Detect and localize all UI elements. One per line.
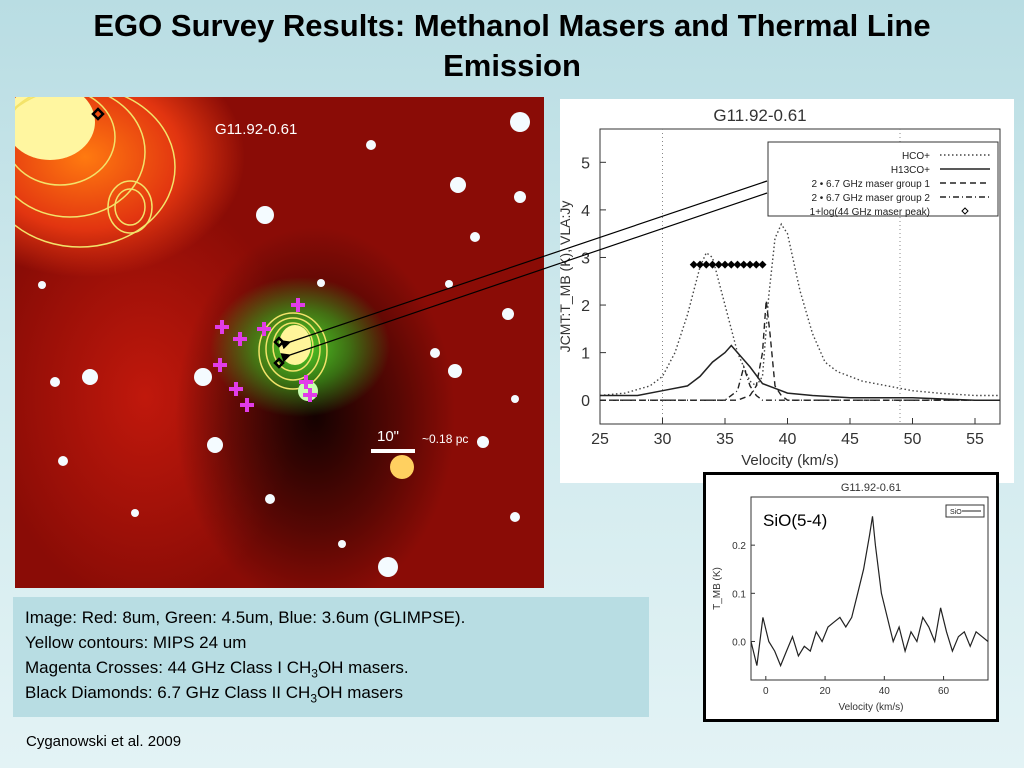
inset-x-tick-label: 40: [879, 686, 891, 697]
x-tick-label: 50: [904, 431, 922, 448]
star-field: [38, 112, 530, 577]
y-tick-label: 2: [581, 298, 590, 315]
maser-peak-diamond: [696, 260, 704, 269]
maser-peak-diamond: [702, 260, 711, 269]
spectrum-plot: G11.92-0.61 25 30 35 40 45 50 55 0 1 2 3 4 5 Velocity …: [560, 99, 1014, 483]
maser-peak-diamond: [739, 260, 748, 269]
x-tick-label: 55: [966, 431, 984, 448]
mips-contours-topleft: [15, 97, 176, 248]
caption-line4-pre: Black Diamonds: 6.7 GHz Class II CH: [25, 683, 311, 702]
maser-peak-diamond: [752, 260, 761, 269]
sio-annotation: SiO(5-4): [763, 511, 828, 530]
legend-label: HCO+: [902, 151, 930, 162]
legend-box: [767, 141, 999, 217]
caption-line4-sub: 3: [310, 691, 317, 706]
sio-inset-plot: G11.92-0.61 0 20 40 60 0.0 0.1 0.2 Velocity (km/…: [703, 472, 999, 722]
legend-label: H13CO+: [891, 165, 930, 176]
series-line-3: [600, 364, 1000, 401]
inset-y-tick-label: 0.0: [732, 637, 746, 648]
maser-44ghz-crosses: [213, 298, 317, 412]
caption-line4-post: OH masers: [317, 683, 403, 702]
y-tick-label: 5: [581, 155, 590, 172]
inset-y-tick-label: 0.1: [732, 589, 746, 600]
inset-x-tick-label: 60: [938, 686, 950, 697]
maser-peak-diamond: [727, 260, 736, 269]
legend-label: 2 • 6.7 GHz maser group 1: [811, 179, 930, 190]
caption-box: Image: Red: 8um, Green: 4.5um, Blue: 3.6…: [13, 597, 649, 717]
inset-frame: [750, 496, 989, 681]
legend-label: 2 • 6.7 GHz maser group 2: [811, 193, 930, 204]
scale-bar: [371, 449, 415, 453]
sio-chart: G11.92-0.61 0 20 40 60 0.0 0.1 0.2 Velocity (km/…: [712, 482, 989, 713]
caption-line3: Magenta Crosses: 44 GHz Class I CH3OH ma…: [25, 655, 637, 680]
x-axis-label: Velocity (km/s): [741, 452, 839, 469]
y-axis-label: JCMT:T_MB (K), VLA:Jy: [560, 201, 573, 353]
bright-source-blob: [15, 97, 95, 160]
maser-peak-diamond: [689, 260, 698, 269]
series-line-0: [599, 222, 1000, 397]
y-tick-label: 0: [581, 393, 590, 410]
inset-legend-label: SiO: [950, 509, 962, 516]
legend-diamond: [961, 207, 969, 215]
inset-x-tick-label: 0: [763, 686, 769, 697]
inset-y-axis-label: T_MB (K): [712, 567, 723, 610]
chart-title: G11.92-0.61: [713, 106, 806, 125]
maser-peak-diamond: [733, 260, 742, 269]
inset-title: G11.92-0.61: [841, 482, 901, 494]
y-tick-label: 4: [581, 203, 590, 220]
caption-line3-post: OH masers.: [317, 658, 409, 677]
inset-x-tick-label: 20: [820, 686, 832, 697]
slide-title-line1: EGO Survey Results: Methanol Masers and …: [93, 8, 931, 43]
slide-title-line2: Emission: [443, 48, 581, 83]
scale-angular-label: 10": [377, 428, 400, 445]
x-tick-label: 35: [716, 431, 734, 448]
inset-x-axis-label: Velocity (km/s): [838, 702, 903, 713]
scale-physical-label: ~0.18 pc: [422, 432, 469, 446]
legend-label: 1+log(44 GHz maser peak): [810, 207, 930, 218]
x-tick-label: 45: [841, 431, 859, 448]
source-label: G11.92-0.61: [215, 121, 298, 138]
maser-peak-diamond: [714, 260, 723, 269]
slide-title: EGO Survey Results: Methanol Masers and …: [20, 6, 1004, 86]
sky-overlay: [15, 97, 530, 577]
inset-y-tick-label: 0.2: [732, 541, 746, 552]
caption-line2: Yellow contours: MIPS 24 um: [25, 633, 247, 652]
citation: Cyganowski et al. 2009: [26, 733, 182, 750]
maser-peak-diamond: [746, 260, 754, 269]
glimpse-image: G11.92-0.61 10" ~0.18 pc: [15, 97, 544, 588]
caption-line4: Black Diamonds: 6.7 GHz Class II CH3OH m…: [25, 680, 637, 705]
maser-peak-diamond: [721, 260, 729, 269]
series-line-1: [600, 344, 1000, 401]
caption-line3-sub: 3: [311, 666, 318, 681]
y-tick-label: 1: [581, 346, 590, 363]
yellow-star: [390, 455, 414, 479]
x-tick-label: 30: [654, 431, 672, 448]
x-tick-label: 25: [591, 431, 609, 448]
arrow-group1: [280, 180, 768, 350]
caption-line3-pre: Magenta Crosses: 44 GHz Class I CH: [25, 658, 312, 677]
maser-peak-diamond: [708, 260, 717, 269]
sio-series-line: [750, 516, 989, 668]
arrow-group2: [280, 192, 768, 363]
series-line-2: [600, 300, 1000, 401]
y-tick-label: 3: [581, 250, 590, 267]
plot-frame: [599, 128, 1001, 425]
x-tick-label: 40: [779, 431, 797, 448]
maser-peak-diamond: [758, 260, 767, 269]
caption-line1: Image: Red: 8um, Green: 4.5um, Blue: 3.6…: [25, 608, 466, 627]
